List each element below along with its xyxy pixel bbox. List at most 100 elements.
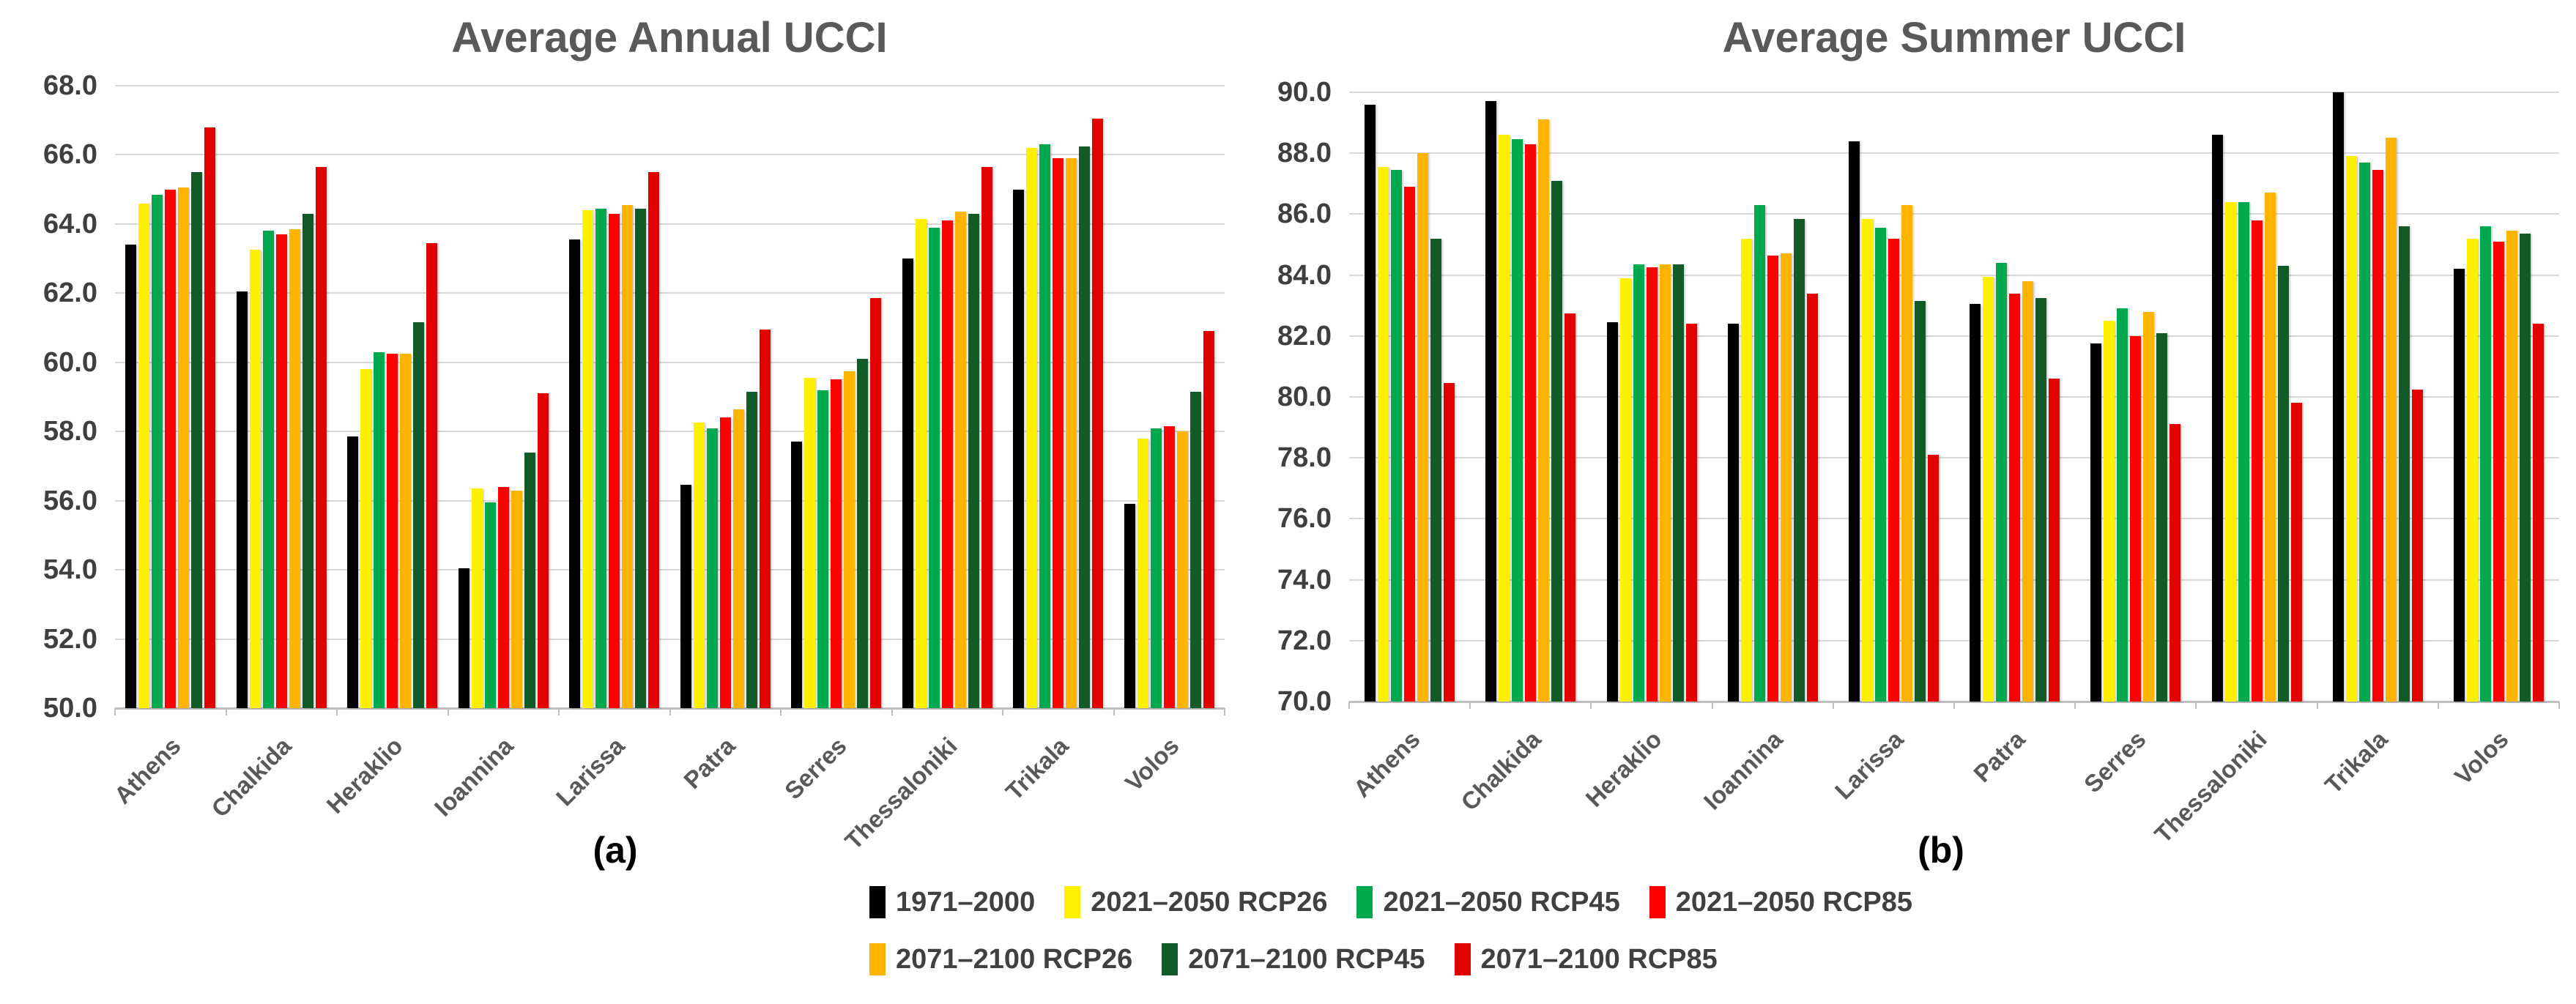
bar-patra-2	[706, 428, 718, 708]
bar-ioannina-4	[511, 490, 522, 708]
bar-heraklio-2	[374, 352, 385, 708]
bar-chalkida-6	[1564, 313, 1576, 702]
bar-volos-5	[1189, 391, 1201, 708]
bar-trikala-2	[2358, 162, 2370, 702]
bar-athens-3	[165, 189, 177, 708]
legend-row-2: 2071–2100 RCP26 2071–2100 RCP45 2071–2100 …	[869, 942, 1942, 977]
bar-chalkida-6	[315, 166, 327, 708]
bar-chalkida-5	[302, 213, 313, 708]
axis-tick	[1113, 708, 1115, 715]
bar-trikala-1	[1026, 148, 1038, 708]
bar-ioannina-5	[1793, 218, 1805, 702]
bar-thessaloniki-6	[981, 166, 992, 708]
gridline	[115, 569, 1225, 571]
bar-patra-4	[732, 409, 744, 708]
bar-ioannina-0	[1727, 324, 1739, 702]
bar-heraklio-4	[400, 353, 412, 708]
bar-patra-5	[746, 391, 757, 708]
bar-thessaloniki-4	[954, 212, 966, 708]
bar-larissa-5	[635, 208, 647, 708]
gridline	[1349, 92, 2559, 93]
legend-item: 2021–2050 RCP45	[1356, 886, 1620, 918]
bar-ioannina-1	[471, 488, 483, 708]
bar-chalkida-2	[262, 231, 274, 708]
bar-ioannina-4	[1780, 253, 1792, 702]
bar-volos-0	[2453, 269, 2465, 702]
bar-thessaloniki-5	[2277, 266, 2289, 702]
y-axis-label: 86.0	[1277, 198, 1332, 230]
bar-serres-5	[857, 359, 869, 708]
bar-heraklio-0	[347, 436, 359, 708]
bar-trikala-0	[2332, 92, 2344, 702]
bar-athens-2	[152, 194, 163, 708]
legend-item-label: 2021–2050 RCP45	[1383, 887, 1620, 918]
bar-heraklio-6	[426, 242, 438, 708]
axis-tick	[1832, 702, 1834, 709]
axis-tick	[891, 708, 893, 715]
bar-serres-2	[817, 390, 829, 708]
bar-serres-0	[791, 442, 803, 708]
bar-chalkida-4	[1538, 119, 1550, 702]
bar-heraklio-3	[1646, 267, 1658, 702]
bar-trikala-6	[1092, 118, 1104, 708]
bar-athens-1	[1378, 166, 1389, 702]
bar-athens-2	[1391, 170, 1403, 702]
y-axis-label: 76.0	[1277, 503, 1332, 535]
gridline	[1349, 335, 2559, 337]
bar-thessaloniki-4	[2264, 193, 2276, 702]
bar-larissa-1	[1861, 218, 1873, 702]
gridline	[115, 223, 1225, 225]
bar-chalkida-3	[1525, 144, 1537, 702]
gridline	[115, 499, 1225, 502]
bar-patra-0	[1970, 304, 1981, 702]
bar-trikala-1	[2345, 156, 2357, 702]
legend-swatch	[869, 886, 886, 918]
bar-athens-0	[1365, 104, 1376, 702]
axis-tick	[2074, 702, 2076, 709]
bar-thessaloniki-1	[2224, 201, 2236, 702]
legend: 1971–2000 2021–2050 RCP26 2021–2050 RCP45 2…	[869, 885, 1942, 999]
gridline	[1349, 457, 2559, 459]
y-axis-label: 80.0	[1277, 382, 1332, 412]
gridline	[1349, 579, 2559, 581]
bar-trikala-3	[1053, 158, 1064, 708]
bar-trikala-5	[1079, 146, 1091, 708]
legend-item: 1971–2000	[869, 886, 1035, 918]
bar-thessaloniki-3	[941, 220, 953, 708]
bar-serres-3	[831, 379, 842, 708]
y-axis-label: 84.0	[1277, 259, 1332, 291]
bar-larissa-6	[1927, 455, 1939, 702]
bar-larissa-4	[622, 204, 634, 708]
panel-label-b: (b)	[1918, 830, 1964, 871]
gridline	[1349, 518, 2559, 520]
bar-athens-1	[138, 203, 150, 708]
bar-serres-3	[2130, 335, 2142, 702]
axis-tick	[2316, 702, 2318, 709]
bar-athens-0	[125, 245, 137, 708]
bar-trikala-4	[1066, 158, 1077, 708]
bar-ioannina-5	[524, 452, 535, 708]
bar-larissa-2	[595, 208, 607, 708]
bar-larissa-4	[1901, 204, 1912, 702]
gridline	[115, 431, 1225, 433]
legend-item-label: 1971–2000	[896, 887, 1036, 918]
bar-volos-4	[1176, 431, 1188, 708]
bar-larissa-5	[1914, 300, 1926, 702]
bar-serres-5	[2156, 332, 2168, 702]
bar-athens-6	[1444, 383, 1455, 702]
legend-item-label: 2071–2100 RCP85	[1480, 944, 1718, 975]
y-axis-label: 58.0	[43, 416, 97, 447]
bar-thessaloniki-2	[928, 227, 940, 708]
bar-patra-0	[680, 485, 691, 708]
bar-serres-6	[870, 298, 882, 708]
gridline	[1349, 639, 2559, 642]
bar-patra-1	[1983, 276, 1994, 702]
bar-athens-6	[204, 127, 216, 708]
bar-heraklio-6	[1685, 324, 1697, 702]
bar-athens-4	[1417, 153, 1429, 702]
bar-serres-1	[804, 378, 816, 708]
bar-ioannina-3	[1767, 255, 1778, 702]
bar-thessaloniki-5	[968, 213, 979, 708]
bar-trikala-6	[2411, 389, 2423, 702]
